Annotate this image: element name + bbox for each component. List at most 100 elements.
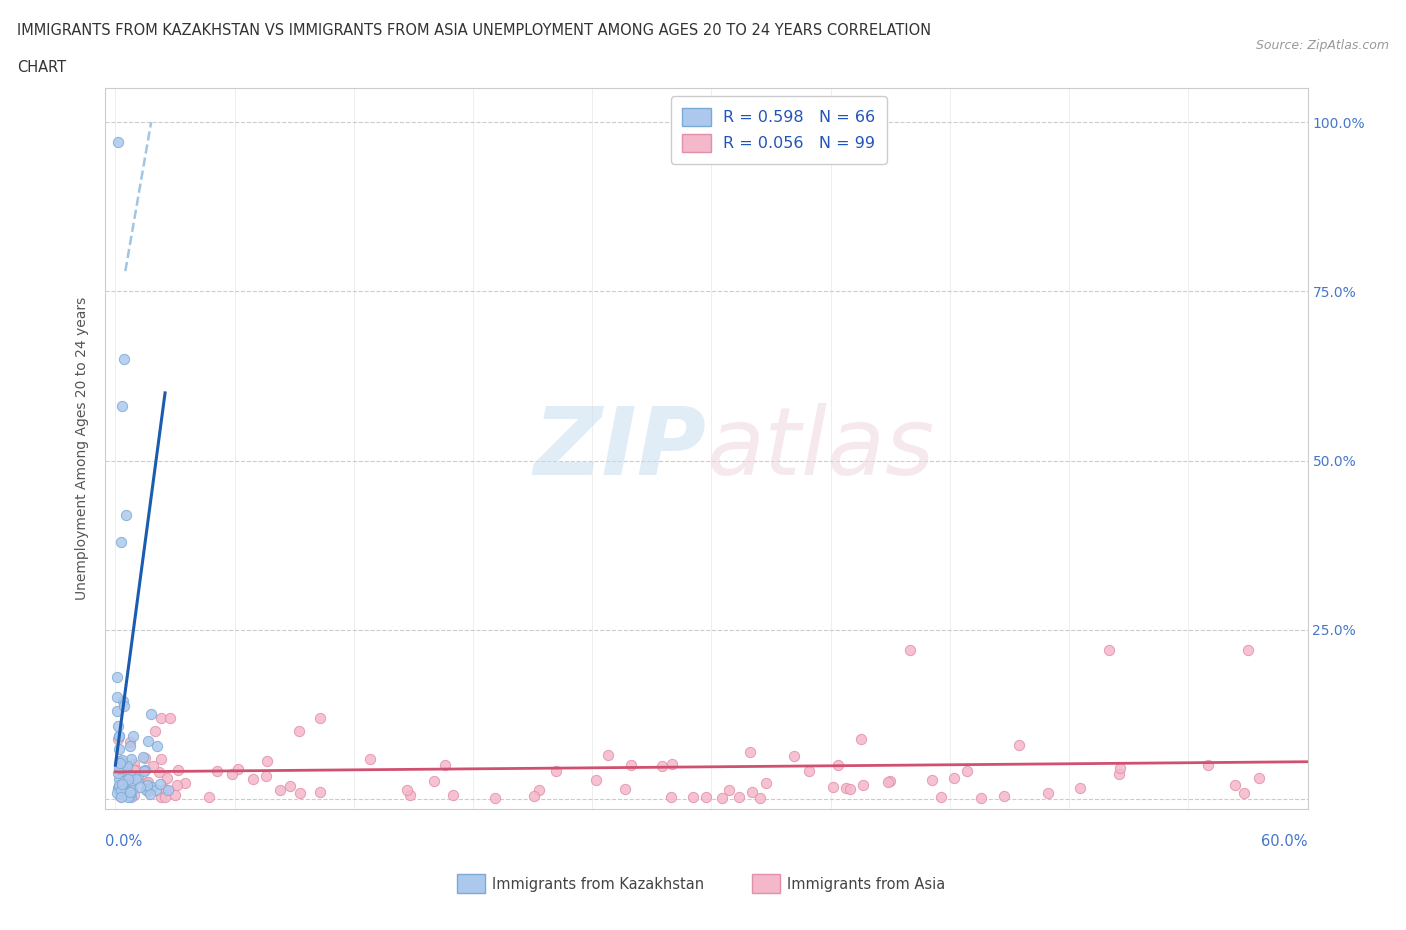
Point <box>956 764 979 778</box>
Point <box>110 782 132 797</box>
Point <box>134 763 156 777</box>
Point <box>111 778 134 793</box>
Point <box>1233 786 1256 801</box>
Point <box>1098 643 1121 658</box>
Point <box>149 790 172 804</box>
Point <box>741 785 763 800</box>
Point <box>107 741 129 756</box>
Point <box>105 670 128 684</box>
Point <box>115 507 138 522</box>
Text: Immigrants from Kazakhstan: Immigrants from Kazakhstan <box>492 877 704 892</box>
Point <box>136 775 159 790</box>
Point <box>108 772 131 787</box>
Point <box>728 790 751 804</box>
Point <box>125 771 148 786</box>
Point <box>166 763 188 777</box>
Point <box>115 757 138 772</box>
Point <box>1223 777 1246 792</box>
Point <box>661 756 683 771</box>
Point <box>107 786 129 801</box>
Point <box>1108 767 1130 782</box>
Point <box>1036 786 1059 801</box>
Point <box>117 772 139 787</box>
Text: ZIP: ZIP <box>534 403 707 495</box>
Point <box>749 790 772 805</box>
Point <box>269 783 291 798</box>
Point <box>877 775 900 790</box>
Point <box>309 784 332 799</box>
Point <box>118 788 141 803</box>
Point <box>256 753 278 768</box>
Text: 60.0%: 60.0% <box>1261 834 1308 849</box>
Point <box>108 728 131 743</box>
Point <box>929 790 952 804</box>
Point <box>1007 737 1029 752</box>
Point <box>120 751 142 766</box>
Point <box>153 790 176 804</box>
Point <box>143 724 166 738</box>
Point <box>120 767 142 782</box>
Point <box>105 703 128 718</box>
Point <box>107 766 129 781</box>
Point <box>107 732 129 747</box>
Point <box>898 643 921 658</box>
Legend: R = 0.598   N = 66, R = 0.056   N = 99: R = 0.598 N = 66, R = 0.056 N = 99 <box>671 97 887 164</box>
Point <box>598 747 620 762</box>
Text: CHART: CHART <box>17 60 66 75</box>
Point <box>118 769 141 784</box>
Point <box>527 782 550 797</box>
Point <box>145 782 167 797</box>
Point <box>1237 643 1260 658</box>
Point <box>129 780 152 795</box>
Point <box>614 782 637 797</box>
Point <box>993 789 1015 804</box>
Point <box>118 739 141 754</box>
Point <box>112 773 135 788</box>
Point <box>221 766 243 781</box>
Point <box>105 690 128 705</box>
Point <box>290 786 312 801</box>
Text: 0.0%: 0.0% <box>105 834 142 849</box>
Point <box>695 790 717 804</box>
Point <box>111 764 134 778</box>
Point <box>118 785 141 800</box>
Point <box>146 738 169 753</box>
Point <box>682 790 704 804</box>
Point <box>120 777 142 791</box>
Point <box>309 711 332 725</box>
Point <box>153 782 176 797</box>
Point <box>1108 761 1130 776</box>
Point <box>136 774 159 789</box>
Point <box>835 780 858 795</box>
Point <box>942 771 965 786</box>
Point <box>136 734 159 749</box>
Text: Immigrants from Asia: Immigrants from Asia <box>787 877 946 892</box>
Point <box>112 779 135 794</box>
Point <box>118 785 141 800</box>
Point <box>135 783 157 798</box>
Point <box>174 776 197 790</box>
Point <box>970 790 993 805</box>
Point <box>717 783 740 798</box>
Point <box>163 788 186 803</box>
Point <box>136 782 159 797</box>
Point <box>849 732 872 747</box>
Point <box>852 777 875 792</box>
Point <box>396 783 419 798</box>
Point <box>135 777 157 792</box>
Point <box>136 783 159 798</box>
Point <box>585 772 607 787</box>
Text: IMMIGRANTS FROM KAZAKHSTAN VS IMMIGRANTS FROM ASIA UNEMPLOYMENT AMONG AGES 20 TO: IMMIGRANTS FROM KAZAKHSTAN VS IMMIGRANTS… <box>17 23 931 38</box>
Point <box>523 789 546 804</box>
Point <box>1249 770 1271 785</box>
Point <box>797 764 820 778</box>
Point <box>156 783 179 798</box>
Point <box>110 777 132 792</box>
Point <box>110 777 132 791</box>
Point <box>359 751 381 766</box>
Point <box>544 764 567 778</box>
Point <box>620 758 643 773</box>
Point <box>156 771 179 786</box>
Point <box>198 790 221 804</box>
Point <box>115 783 138 798</box>
